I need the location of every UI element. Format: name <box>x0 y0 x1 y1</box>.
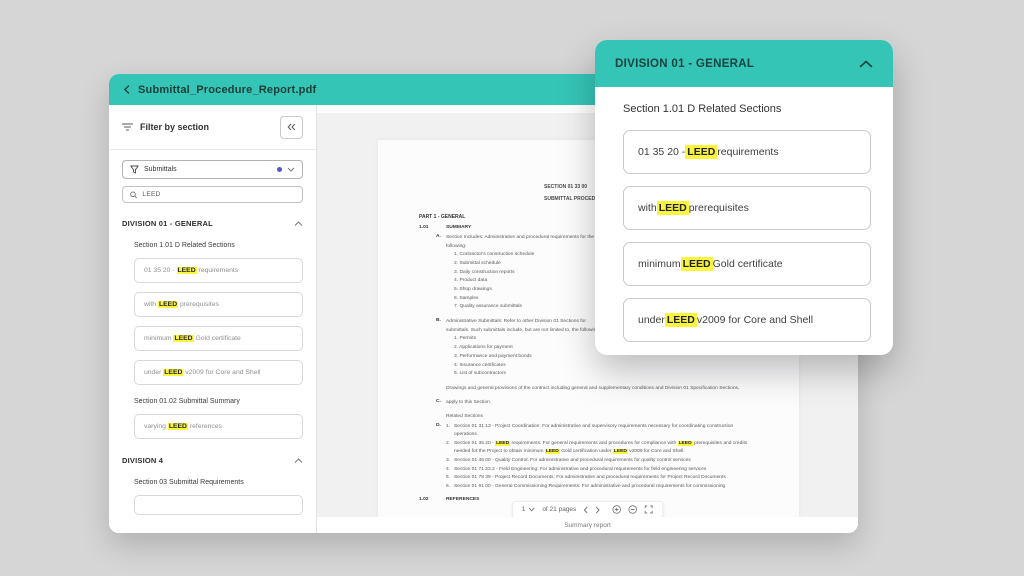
filter-panel-header: Filter by section <box>109 105 316 150</box>
zoom-in-button[interactable] <box>612 505 622 514</box>
page-toolbar: 1 of 21 pages <box>511 501 664 518</box>
page-count-label: of 21 pages <box>542 506 577 513</box>
double-chevron-left-icon <box>287 123 296 131</box>
funnel-icon <box>130 165 139 174</box>
doc-body-text: PART 1 - GENERAL 1.01 SUMMARY A. Section… <box>419 214 748 503</box>
search-input[interactable] <box>142 191 295 198</box>
popup-match-card[interactable]: with LEED prerequisites <box>623 186 871 230</box>
zoom-out-button[interactable] <box>628 505 638 514</box>
search-box <box>122 186 303 203</box>
sidebar-division-01-header[interactable]: DIVISION 01 - GENERAL <box>122 219 303 228</box>
filter-results-list: Submittals DIVISION 01 - GENERAL Section… <box>109 150 316 515</box>
zoom-out-icon <box>628 505 638 514</box>
page-number-select[interactable]: 1 <box>522 506 536 513</box>
fit-to-screen-button[interactable] <box>644 505 653 514</box>
popup-match-card[interactable]: 01 35 20 - LEED requirements <box>623 130 871 174</box>
match-card[interactable]: with LEED prerequisites <box>134 292 303 317</box>
sidebar-division-4-header[interactable]: DIVISION 4 <box>122 456 303 465</box>
division-01-popup: DIVISION 01 - GENERAL Section 1.01 D Rel… <box>595 40 893 355</box>
viewer-footer: Summary report <box>317 517 858 533</box>
doc-section-header: SECTION 01 33 00 SUBMITTAL PROCEDURES <box>544 184 610 202</box>
popup-match-card[interactable]: under LEED v2009 for Core and Shell <box>623 298 871 342</box>
popup-title: DIVISION 01 - GENERAL <box>615 57 755 70</box>
match-card[interactable]: 01 35 20 - LEED requirements <box>134 258 303 283</box>
chevron-down-icon <box>287 167 295 172</box>
active-filter-dot <box>277 167 282 172</box>
search-icon <box>130 191 138 198</box>
chevron-left-icon <box>583 506 588 513</box>
match-card[interactable]: under LEED v2009 for Core and Shell <box>134 360 303 385</box>
division-title: DIVISION 01 - GENERAL <box>122 219 213 228</box>
collapse-panel-button[interactable] <box>280 115 303 139</box>
chevron-right-icon <box>595 506 600 513</box>
popup-accordion-header[interactable]: DIVISION 01 - GENERAL <box>595 40 893 87</box>
match-card[interactable]: varying LEED references <box>134 414 303 439</box>
chevron-left-icon <box>123 85 130 94</box>
chevron-down-icon <box>528 507 535 512</box>
section-01-02-label: Section 01.02 Submittal Summary <box>134 398 240 405</box>
summary-report-label: Summary report <box>564 521 611 529</box>
zoom-in-icon <box>612 505 622 514</box>
window-title: Submittal_Procedure_Report.pdf <box>138 83 317 96</box>
back-button[interactable] <box>123 85 130 94</box>
chevron-up-icon <box>859 59 873 67</box>
next-page-button[interactable] <box>595 506 600 514</box>
page-number-value: 1 <box>521 506 526 513</box>
filter-panel-title: Filter by section <box>140 122 210 132</box>
chevron-up-icon <box>294 220 303 226</box>
section-03-label: Section 03 Submittal Requirements <box>134 479 244 486</box>
filter-lines-icon <box>122 123 133 131</box>
popup-section-label: Section 1.01 D Related Sections <box>623 103 782 115</box>
section-1-01-label: Section 1.01 D Related Sections <box>134 242 235 249</box>
match-card[interactable] <box>134 495 303 515</box>
popup-match-card[interactable]: minimum LEED Gold certificate <box>623 242 871 286</box>
popup-body: Section 1.01 D Related Sections 01 35 20… <box>595 87 893 342</box>
previous-page-button[interactable] <box>583 506 588 514</box>
division-title: DIVISION 4 <box>122 456 164 465</box>
match-card[interactable]: minimum LEED Gold certificate <box>134 326 303 351</box>
chevron-up-icon <box>294 457 303 463</box>
submittals-filter-dropdown[interactable]: Submittals <box>122 160 303 179</box>
expand-corners-icon <box>644 505 653 514</box>
filter-sidebar: Filter by section Submittals <box>109 105 317 533</box>
dropdown-selected-label: Submittals <box>144 166 177 173</box>
